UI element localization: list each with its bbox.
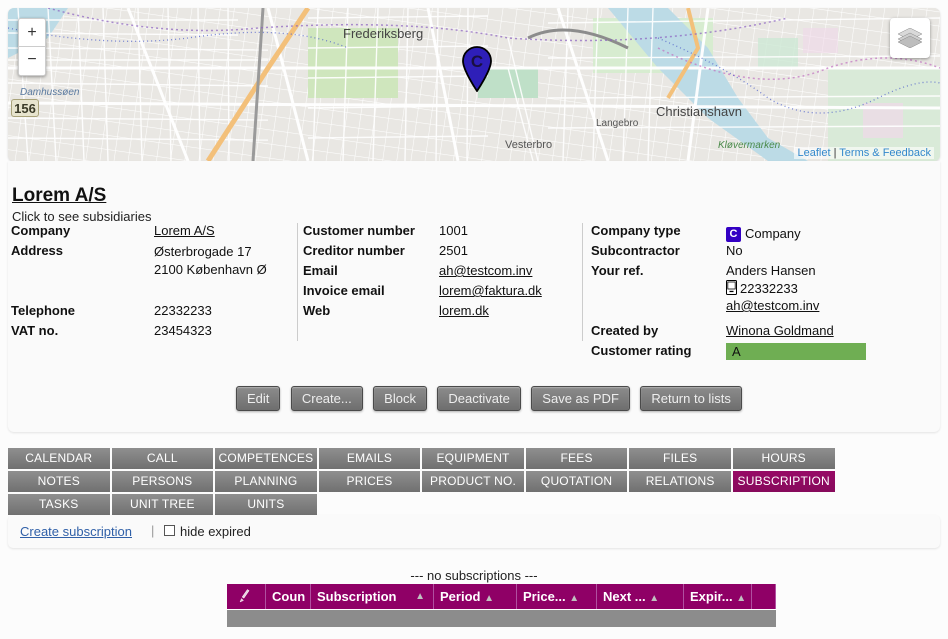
svg-text:Vesterbro: Vesterbro bbox=[505, 139, 552, 151]
svg-text:Christianshavn: Christianshavn bbox=[656, 104, 742, 119]
svg-text:Damhussøen: Damhussøen bbox=[20, 87, 80, 98]
svg-text:Frederiksberg: Frederiksberg bbox=[343, 26, 423, 41]
svg-text:Langebro: Langebro bbox=[596, 118, 639, 129]
svg-text:Kløvermarken: Kløvermarken bbox=[718, 140, 781, 151]
svg-text:C: C bbox=[471, 52, 483, 71]
